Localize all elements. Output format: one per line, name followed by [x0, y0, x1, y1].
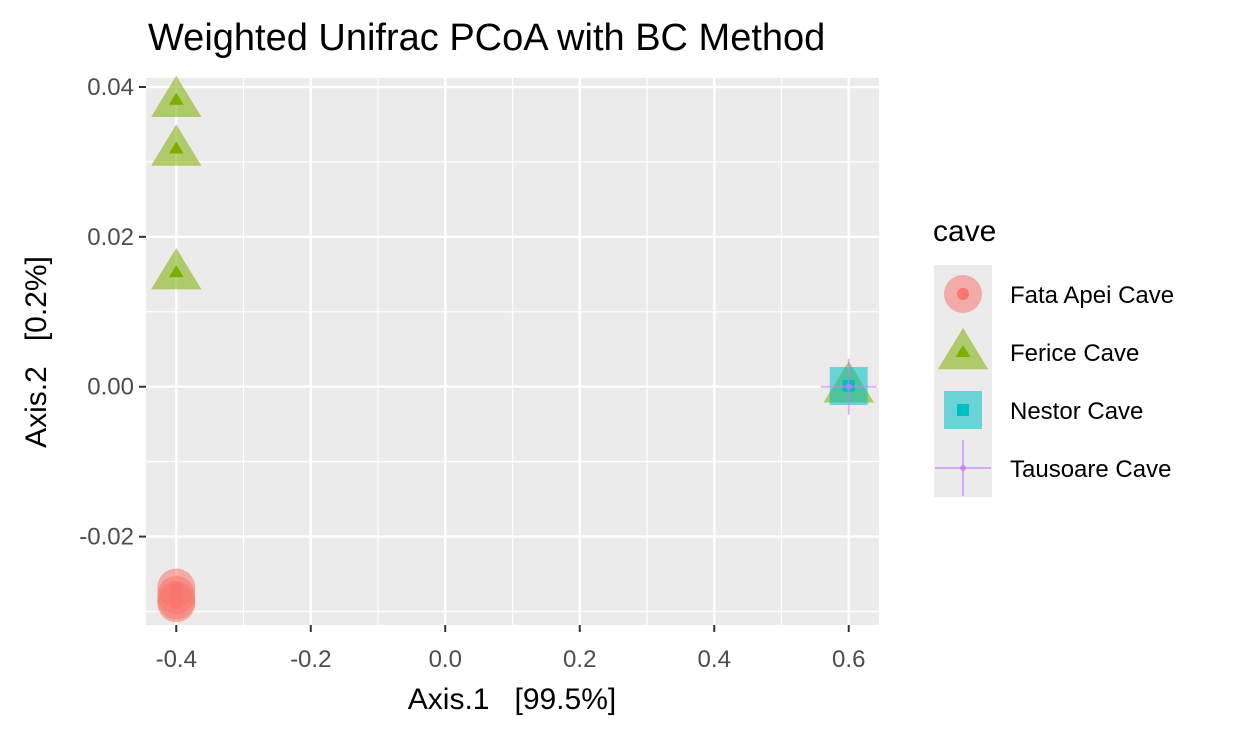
x-tick-label: -0.2 — [290, 646, 331, 673]
y-axis-title: Axis.2 [0.2%] — [20, 256, 53, 448]
point-triangle-1-1 — [151, 124, 202, 166]
y-tick-label: 0.02 — [87, 224, 134, 251]
y-tick-label: 0.04 — [87, 74, 134, 101]
legend-label: Nestor Cave — [1010, 398, 1143, 425]
point-triangle-1-0 — [151, 75, 202, 118]
legend-key-circle — [944, 275, 982, 313]
legend: cave Fata Apei Cave Ferice Cave Nestor Cav… — [933, 215, 1174, 497]
legend-key-square — [944, 391, 982, 429]
legend-key-plus — [935, 440, 991, 496]
point-circle-0-3 — [157, 584, 196, 623]
y-axis: -0.02 0.00 0.02 0.04 — [79, 74, 146, 551]
point-triangle-1-2 — [151, 248, 202, 290]
grid-minor — [146, 78, 879, 625]
x-tick-label: -0.4 — [156, 646, 197, 673]
point-plus-3-0 — [820, 358, 877, 415]
x-tick-label: 0.2 — [563, 646, 596, 673]
y-tick-label: -0.02 — [79, 524, 134, 551]
chart-title: Weighted Unifrac PCoA with BC Method — [148, 17, 825, 59]
x-axis: -0.4 -0.2 0.0 0.2 0.4 0.6 — [156, 625, 865, 673]
x-tick-label: 0.6 — [832, 646, 865, 673]
grid-major — [146, 78, 879, 625]
legend-label: Ferice Cave — [1010, 340, 1139, 367]
legend-title: cave — [933, 215, 996, 248]
x-axis-title: Axis.1 [99.5%] — [408, 683, 616, 716]
x-tick-label: 0.0 — [429, 646, 462, 673]
data-points — [151, 75, 877, 623]
x-tick-label: 0.4 — [698, 646, 731, 673]
legend-key-triangle — [937, 328, 989, 370]
y-tick-label: 0.00 — [87, 374, 134, 401]
legend-label: Tausoare Cave — [1010, 456, 1171, 483]
legend-label: Fata Apei Cave — [1010, 282, 1174, 309]
